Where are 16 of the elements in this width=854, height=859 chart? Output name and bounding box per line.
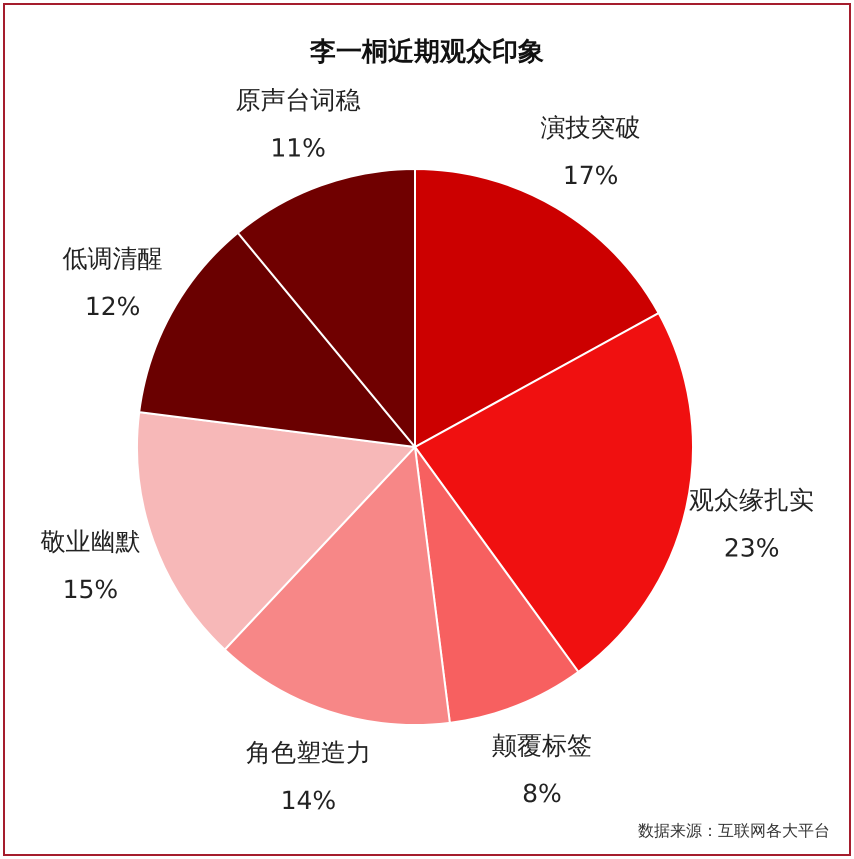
chart-title: 李一桐近期观众印象	[309, 37, 544, 67]
data-label: 14%	[280, 786, 336, 816]
slice-label: 观众缘扎实	[689, 485, 814, 514]
source-note: 数据来源：互联网各大平台	[638, 821, 830, 840]
data-label: 8%	[522, 778, 562, 808]
slice-label: 颠覆标签	[492, 730, 592, 760]
slice-label: 低调清醒	[62, 244, 163, 273]
slice-label: 原声台词稳	[236, 85, 361, 114]
slice-label: 角色塑造力	[246, 738, 371, 768]
slice-label: 演技突破	[540, 113, 641, 142]
data-label: 15%	[62, 574, 118, 604]
data-label: 17%	[562, 161, 618, 190]
data-label: 23%	[724, 533, 780, 562]
data-label: 11%	[270, 133, 326, 162]
slice-label: 敬业幽默	[40, 526, 140, 556]
data-label: 12%	[84, 292, 140, 321]
